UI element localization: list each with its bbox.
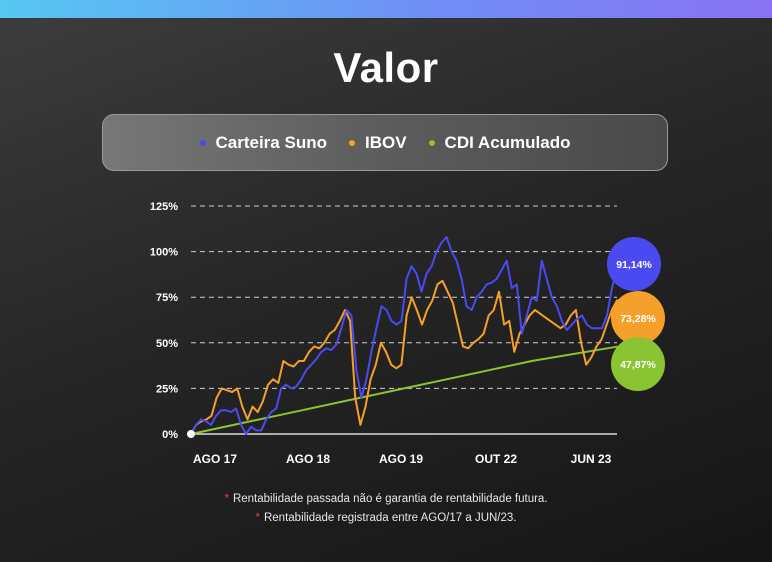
legend-item-carteira-suno: Carteira Suno — [199, 132, 327, 153]
series-line-carteira-suno — [190, 236, 618, 435]
legend-label-ibov: IBOV — [364, 132, 407, 152]
line-chart: 0% 25% 50% 75% 100% 125% AGO 17 AGO 18 AGO 19 OUT… — [150, 201, 665, 466]
footnote-2: * Rentabilidade registrada entre AGO/17 a… — [255, 512, 517, 524]
x-tick-label: AGO 18 — [286, 452, 330, 466]
asterisk-icon: * — [224, 493, 229, 505]
end-value-label: 91,14% — [616, 259, 652, 271]
footnotes: * Rentabilidade passada não é garantia de… — [0, 490, 772, 528]
y-tick-label: 75% — [156, 292, 178, 304]
chart-panel: Valor Carteira Suno IBOV CDI Acumulado 0… — [0, 18, 772, 562]
x-tick-label: OUT 22 — [475, 452, 517, 466]
footnote-1: * Rentabilidade passada não é garantia de… — [224, 493, 548, 505]
chart-title: Valor — [333, 44, 439, 91]
y-tick-label: 100% — [150, 247, 178, 259]
legend-label-cdi-acumulado: CDI Acumulado — [444, 132, 571, 152]
legend-dot-carteira-suno — [199, 139, 206, 146]
end-value-label: 73,28% — [620, 313, 656, 325]
series-line-ibov — [190, 279, 618, 435]
y-tick-label: 50% — [156, 338, 178, 350]
end-value-bubble — [611, 291, 665, 345]
legend-item-cdi-acumulado: CDI Acumulado — [428, 132, 571, 153]
end-value-label: 47,87% — [620, 359, 656, 371]
legend-dot-ibov — [348, 139, 355, 146]
y-tick-label: 25% — [156, 383, 178, 395]
y-tick-label: 125% — [150, 201, 178, 213]
legend-label-carteira-suno: Carteira Suno — [215, 132, 327, 152]
asterisk-icon: * — [255, 512, 260, 524]
series-line-cdi-acumulado — [190, 345, 618, 435]
x-tick-label: AGO 17 — [193, 452, 237, 466]
end-value-bubble — [611, 337, 665, 391]
x-tick-label: JUN 23 — [571, 452, 612, 466]
x-tick-label: AGO 19 — [379, 452, 423, 466]
y-tick-label: 0% — [162, 429, 178, 441]
legend: Carteira Suno IBOV CDI Acumulado — [102, 114, 668, 171]
legend-dot-cdi-acumulado — [428, 139, 435, 146]
origin-marker — [187, 430, 195, 438]
legend-item-ibov: IBOV — [348, 132, 407, 153]
end-value-bubble — [607, 237, 661, 291]
